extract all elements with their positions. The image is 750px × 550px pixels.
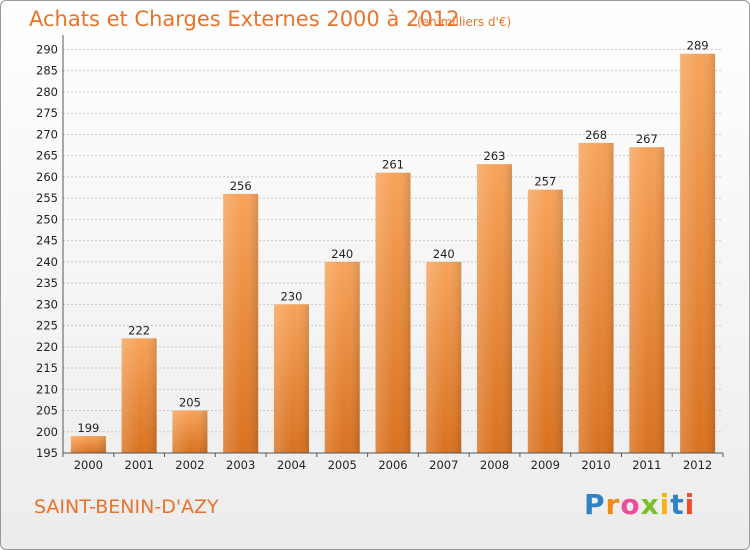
x-tick-label-2012: 2012 bbox=[683, 458, 712, 472]
bar-shade-2012 bbox=[680, 53, 716, 453]
value-label-2007: 240 bbox=[433, 247, 455, 261]
y-tick-label: 225 bbox=[36, 319, 58, 333]
bar-shade-2009 bbox=[527, 189, 563, 453]
y-tick-label: 250 bbox=[36, 212, 58, 226]
bar-shade-2006 bbox=[375, 172, 411, 453]
y-tick-label: 200 bbox=[36, 425, 58, 439]
y-tick-label: 270 bbox=[36, 127, 58, 141]
x-tick-label-2000: 2000 bbox=[74, 458, 103, 472]
x-tick-label-2008: 2008 bbox=[480, 458, 509, 472]
bar-shade-2001 bbox=[121, 338, 157, 453]
bar-shade-2010 bbox=[578, 142, 614, 453]
city-name: SAINT-BENIN-D'AZY bbox=[34, 496, 219, 518]
value-label-2012: 289 bbox=[687, 39, 709, 53]
value-label-2005: 240 bbox=[331, 247, 353, 261]
y-tick-label: 205 bbox=[36, 404, 58, 418]
value-label-2010: 268 bbox=[585, 128, 607, 142]
y-tick-label: 255 bbox=[36, 191, 58, 205]
value-label-2011: 267 bbox=[636, 132, 658, 146]
x-tick-label-2010: 2010 bbox=[581, 458, 610, 472]
value-label-2001: 222 bbox=[128, 323, 150, 337]
x-tick-label-2002: 2002 bbox=[175, 458, 204, 472]
x-tick-label-2004: 2004 bbox=[277, 458, 306, 472]
y-tick-label: 215 bbox=[36, 361, 58, 375]
bar-shade-2007 bbox=[426, 261, 462, 453]
y-tick-label: 195 bbox=[36, 446, 58, 460]
x-tick-label-2006: 2006 bbox=[378, 458, 407, 472]
bar-shade-2005 bbox=[324, 261, 360, 453]
value-label-2004: 230 bbox=[280, 289, 302, 303]
proxiti-logo: Proxiti bbox=[584, 488, 696, 521]
bar-shade-2000 bbox=[70, 436, 106, 453]
chart-title: Achats et Charges Externes 2000 à 2012 bbox=[29, 7, 460, 31]
value-label-2008: 263 bbox=[484, 149, 506, 163]
x-tick-label-2001: 2001 bbox=[125, 458, 154, 472]
x-tick-label-2009: 2009 bbox=[531, 458, 560, 472]
y-tick-label: 240 bbox=[36, 255, 58, 269]
bar-shade-2008 bbox=[477, 164, 513, 453]
x-tick-label-2011: 2011 bbox=[632, 458, 661, 472]
bar-shade-2002 bbox=[172, 410, 208, 453]
bar-shade-2004 bbox=[273, 304, 309, 453]
y-tick-label: 285 bbox=[36, 64, 58, 78]
y-tick-label: 265 bbox=[36, 149, 58, 163]
value-label-2006: 261 bbox=[382, 158, 404, 172]
x-tick-label-2005: 2005 bbox=[328, 458, 357, 472]
bar-shade-2003 bbox=[223, 193, 259, 453]
y-tick-label: 290 bbox=[36, 42, 58, 56]
y-tick-label: 210 bbox=[36, 382, 58, 396]
y-tick-label: 220 bbox=[36, 340, 58, 354]
bar-shade-2011 bbox=[629, 147, 665, 454]
chart-subtitle: (en milliers d'€) bbox=[417, 15, 512, 29]
y-tick-label: 230 bbox=[36, 297, 58, 311]
y-tick-label: 280 bbox=[36, 85, 58, 99]
value-label-2009: 257 bbox=[534, 175, 556, 189]
y-tick-label: 275 bbox=[36, 106, 58, 120]
y-tick-label: 260 bbox=[36, 170, 58, 184]
value-label-2002: 205 bbox=[179, 396, 201, 410]
value-label-2000: 199 bbox=[77, 421, 99, 435]
y-tick-label: 235 bbox=[36, 276, 58, 290]
y-tick-label: 245 bbox=[36, 234, 58, 248]
x-tick-label-2003: 2003 bbox=[226, 458, 255, 472]
x-tick-label-2007: 2007 bbox=[429, 458, 458, 472]
value-label-2003: 256 bbox=[230, 179, 252, 193]
